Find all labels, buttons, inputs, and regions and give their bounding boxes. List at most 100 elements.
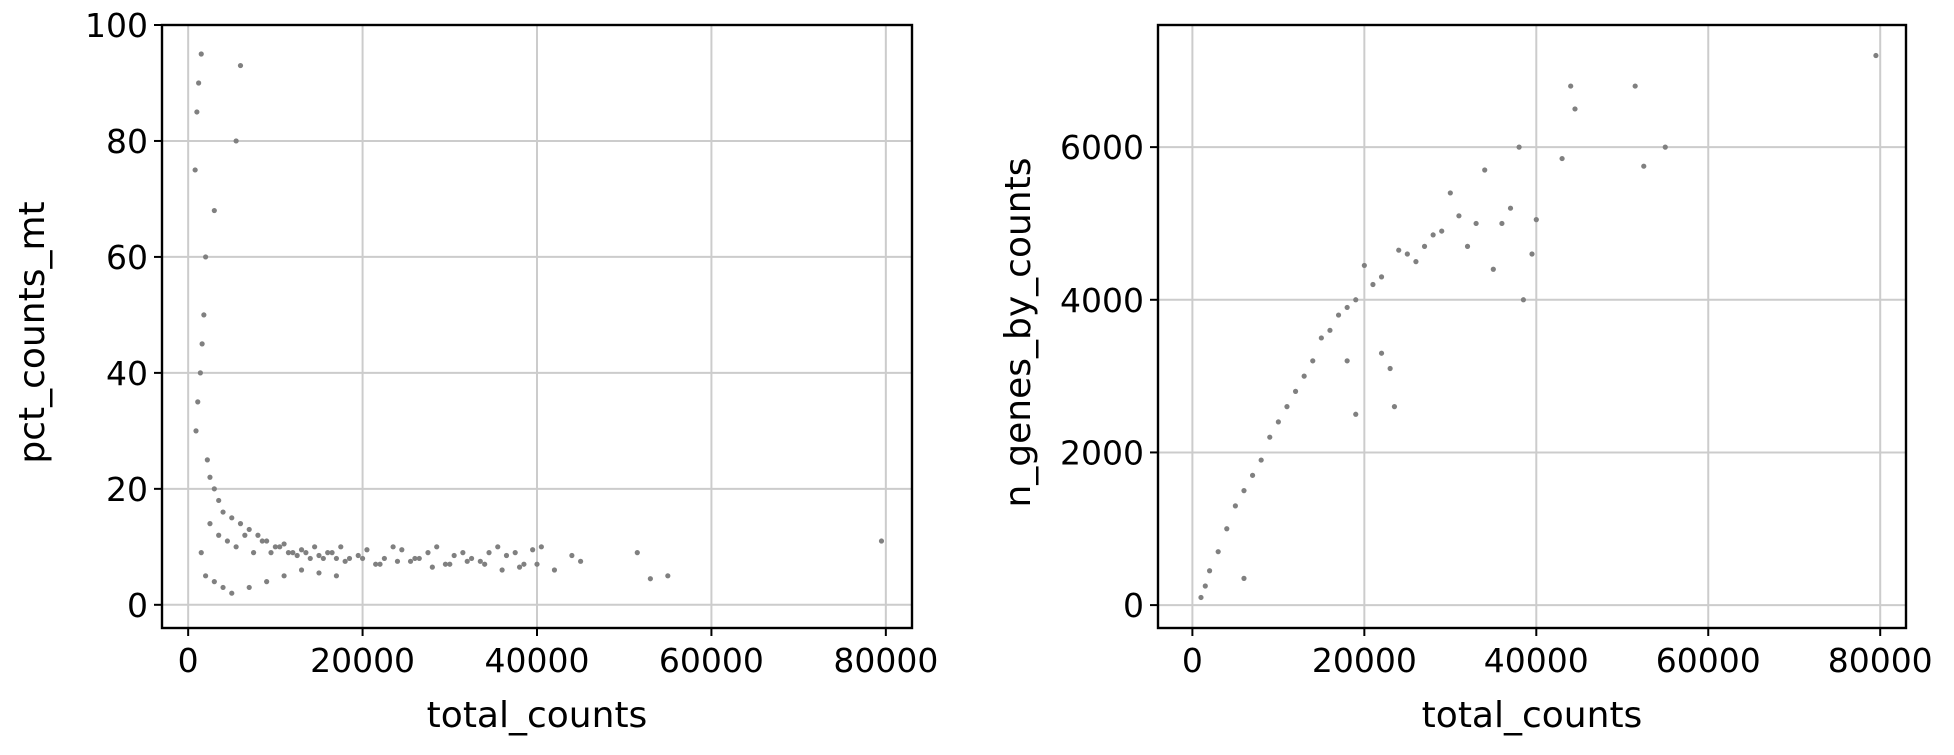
data-point <box>390 544 396 550</box>
plot-frame <box>1156 23 1908 630</box>
data-point <box>447 561 453 567</box>
x-ticks: 0 20000 40000 60000 80000 <box>1182 628 1933 680</box>
data-point <box>1310 358 1316 364</box>
data-point <box>216 532 222 538</box>
scatter-panel-pct-counts-mt: 0 20000 40000 60000 80000 0 20 40 60 80 100 total… <box>12 6 938 736</box>
data-point <box>224 538 231 544</box>
x-axis-label: total_counts <box>1422 695 1643 736</box>
data-point <box>1275 419 1281 425</box>
data-point <box>1361 262 1367 269</box>
data-point <box>281 541 287 547</box>
data-point <box>197 370 203 376</box>
y-ticks: 0 2000 4000 6000 <box>1060 128 1158 625</box>
data-point <box>499 567 505 573</box>
data-point <box>477 558 483 564</box>
data-point <box>233 138 239 144</box>
data-point <box>1464 243 1471 249</box>
data-point <box>1559 155 1565 162</box>
data-point <box>268 550 274 556</box>
data-point <box>237 62 244 69</box>
data-point <box>229 515 235 521</box>
data-point <box>1353 411 1359 417</box>
x-tick-label: 80000 <box>1828 641 1933 680</box>
data-point <box>199 341 205 347</box>
data-point <box>468 555 475 562</box>
data-point <box>578 558 584 564</box>
data-point <box>194 109 200 115</box>
data-point <box>534 561 540 567</box>
data-point <box>1404 251 1410 257</box>
data-point <box>464 558 470 564</box>
data-point <box>207 521 213 527</box>
data-point <box>294 552 300 559</box>
data-point <box>250 550 257 556</box>
x-tick-label: 40000 <box>1484 641 1589 680</box>
data-point <box>377 561 383 567</box>
data-point <box>359 555 366 562</box>
data-point <box>1507 205 1514 211</box>
data-point <box>1391 404 1398 410</box>
data-point <box>211 579 217 585</box>
data-point <box>211 207 217 214</box>
x-tick-label: 60000 <box>659 641 764 680</box>
data-point <box>1378 350 1385 356</box>
data-point <box>1241 575 1247 581</box>
data-point <box>1198 594 1204 601</box>
data-point <box>1482 167 1488 173</box>
data-point <box>204 457 210 463</box>
data-point <box>1421 243 1428 249</box>
data-point <box>1430 232 1436 238</box>
data-point <box>195 399 201 405</box>
data-point <box>325 550 331 556</box>
y-tick-label: 0 <box>127 586 148 625</box>
data-point <box>1456 213 1462 219</box>
x-ticks: 0 20000 40000 60000 80000 <box>178 628 938 680</box>
data-point <box>412 555 418 562</box>
x-axis-label: total_counts <box>427 695 648 736</box>
data-point <box>569 552 575 559</box>
data-point <box>277 544 283 550</box>
grid-lines <box>1158 25 1906 628</box>
data-point <box>272 544 278 550</box>
data-point <box>442 561 449 567</box>
y-axis-label: n_genes_by_counts <box>998 157 1039 507</box>
data-point <box>246 584 252 591</box>
data-point <box>316 552 322 559</box>
y-ticks: 0 20 40 60 80 100 <box>85 6 162 625</box>
data-point <box>1370 281 1376 288</box>
data-point <box>1258 457 1264 463</box>
data-point <box>216 497 222 504</box>
data-point <box>1529 251 1535 257</box>
data-point <box>434 544 440 550</box>
scatter-points <box>1198 52 1879 601</box>
data-point <box>307 555 313 562</box>
data-point <box>264 579 270 585</box>
data-point <box>255 532 261 538</box>
data-point <box>1447 190 1453 196</box>
x-tick-label: 0 <box>1182 641 1203 680</box>
data-point <box>1520 297 1527 303</box>
data-point <box>538 544 544 550</box>
data-point <box>303 550 309 556</box>
data-point <box>1396 247 1402 253</box>
y-tick-label: 20 <box>106 470 148 509</box>
data-point <box>220 509 226 515</box>
data-point <box>281 573 287 579</box>
y-axis-label: pct_counts_mt <box>12 201 53 463</box>
data-point <box>1353 297 1359 303</box>
data-point <box>495 544 501 550</box>
data-point <box>298 567 305 573</box>
data-point <box>1224 526 1230 532</box>
data-point <box>1572 106 1578 112</box>
data-point <box>1292 388 1299 394</box>
data-point <box>665 573 671 579</box>
data-point <box>482 561 488 567</box>
data-point <box>460 550 466 556</box>
data-point <box>1413 259 1419 265</box>
data-point <box>503 552 510 559</box>
data-point <box>242 532 248 538</box>
data-point <box>355 552 361 559</box>
data-point <box>1473 220 1479 227</box>
data-point <box>634 550 640 556</box>
data-point <box>192 167 198 173</box>
